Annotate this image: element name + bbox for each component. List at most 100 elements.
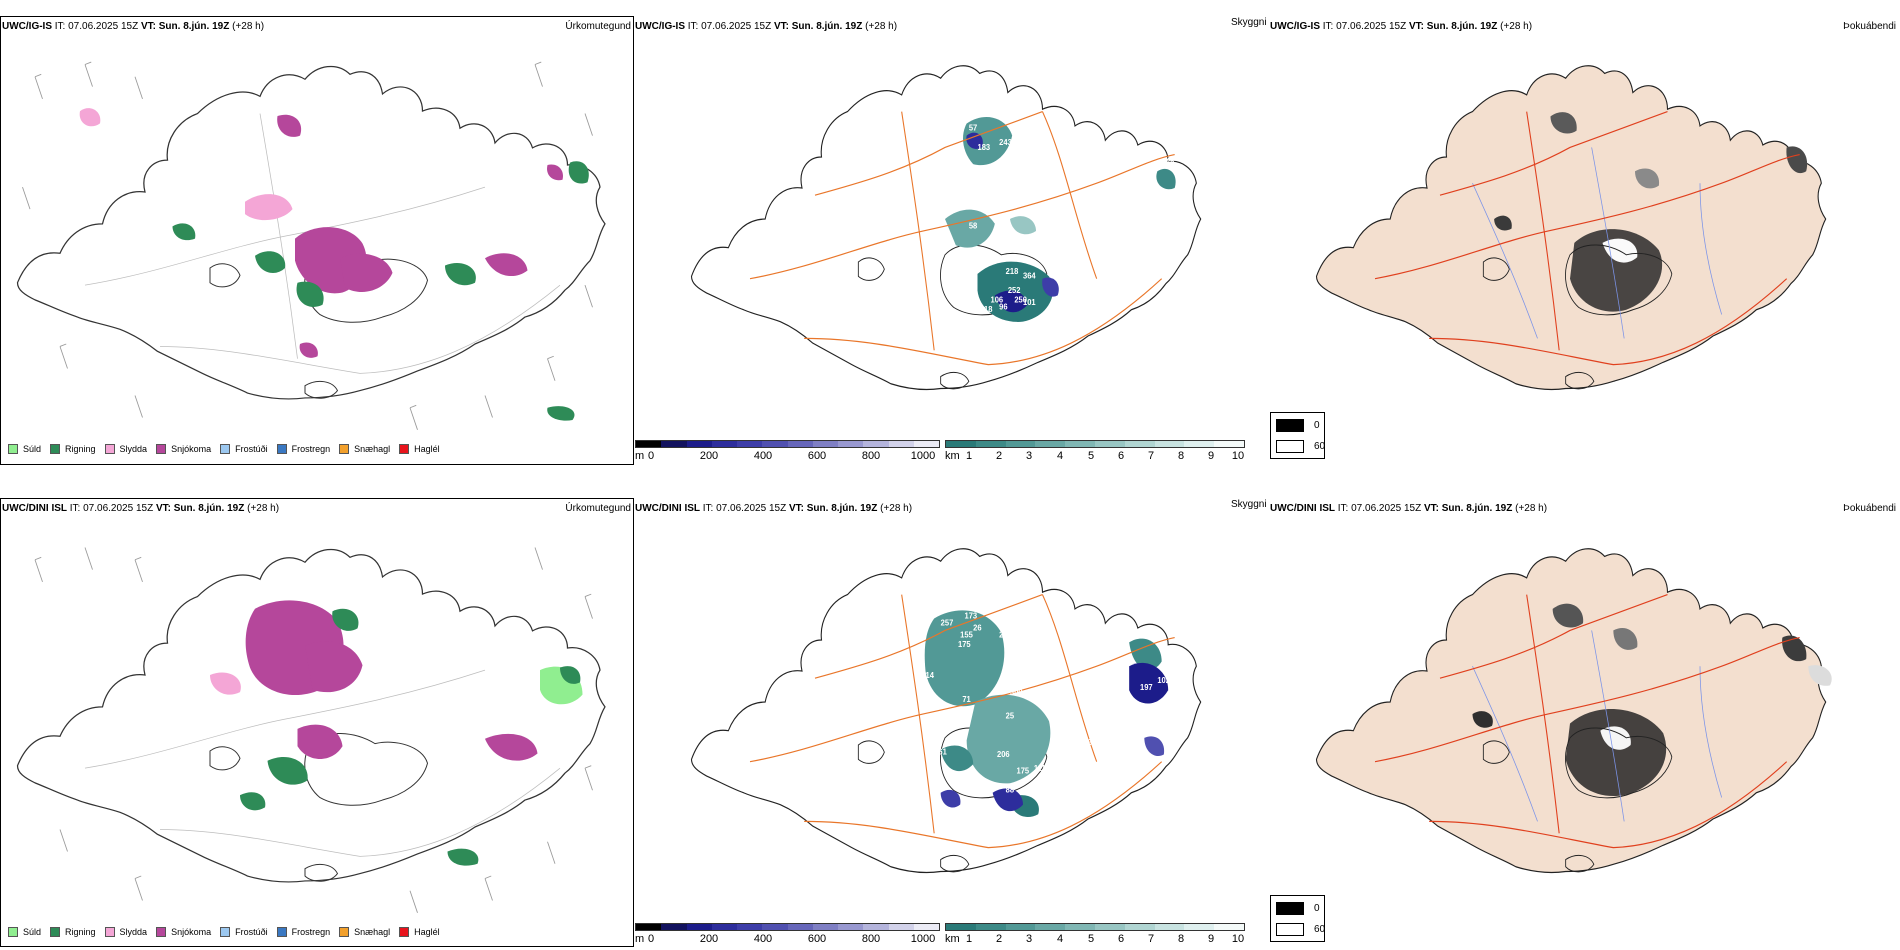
visibility-colorbar — [945, 440, 1245, 448]
legend-item-snaehagl: Snæhagl — [339, 927, 390, 937]
precip-legend: Súld Rigning Slydda Snjókoma Frostúði Fr… — [8, 444, 449, 454]
legend-item-rigning: Rigning — [50, 444, 96, 454]
visibility-tick: 4 — [1056, 933, 1064, 945]
precip-type-panel-top: UWC/IG-IS IT: 07.06.2025 15Z VT: Sun. 8.… — [0, 0, 635, 466]
ceiling-value-label: 23 — [999, 630, 1008, 639]
ceiling-value-label: 218 — [1006, 267, 1019, 276]
ceiling-value-label: 96 — [999, 302, 1008, 311]
ceiling-value-label: 18 — [984, 305, 993, 314]
run-header: UWC/IG-IS IT: 07.06.2025 15Z VT: Sun. 8.… — [1270, 21, 1533, 32]
ceiling-value-label: 32 — [1010, 621, 1019, 630]
iceland-ceiling-map — [690, 548, 1202, 874]
map-title: Úrkomutegund — [565, 21, 631, 32]
ceiling-colorbar — [635, 440, 940, 448]
ceiling-value-label: 57 — [969, 123, 978, 132]
ceiling-value-label: 148 — [1162, 157, 1175, 166]
wind-barbs — [34, 547, 593, 913]
visibility-tick: 9 — [1207, 933, 1215, 945]
ceiling-value-label: 173 — [965, 611, 978, 620]
run-header: UWC/IG-IS IT: 07.06.2025 15Z VT: Sun. 8.… — [2, 21, 265, 32]
ceiling-areas — [966, 132, 1059, 313]
ceiling-value-label: 161 — [934, 747, 947, 756]
iceland-fog-map — [1315, 548, 1832, 874]
legend-item-snjokoma: Snjókoma — [156, 927, 211, 937]
roads — [1374, 111, 1800, 366]
ceiling-value-label: 88 — [1006, 785, 1015, 794]
legend-item-haglel: Haglél — [399, 927, 440, 937]
visibility-tick: 10 — [1231, 450, 1245, 462]
ceiling-areas — [940, 662, 1169, 812]
ceiling-value-label: 257 — [941, 618, 954, 627]
map-title: Úrkomutegund — [565, 503, 631, 514]
legend-item-slydda: Slydda — [104, 444, 147, 454]
ceiling-tick: 1000 — [910, 933, 936, 945]
legend-item-haglel: Haglél — [399, 444, 440, 454]
visibility-tick: 2 — [995, 933, 1003, 945]
ceiling-value-label: 123 — [958, 197, 971, 206]
rivers — [1472, 630, 1723, 822]
legend-item-sudl: Súld — [8, 927, 41, 937]
visibility-tick: 8 — [1177, 450, 1185, 462]
ceiling-tick: 800 — [861, 933, 881, 945]
run-header: UWC/DINI ISL IT: 07.06.2025 15Z VT: Sun.… — [2, 503, 280, 514]
legend-item-sudl: Súld — [8, 444, 41, 454]
ceiling-value-label: 89 — [1075, 728, 1084, 737]
ceiling-value-label: 197 — [1140, 683, 1153, 692]
ceiling-value-label: 309 — [1010, 688, 1023, 697]
visibility-tick: 4 — [1056, 450, 1064, 462]
ceiling-tick: 400 — [753, 933, 773, 945]
iceland-precip-map — [16, 547, 606, 913]
roads — [84, 113, 561, 374]
visibility-tick: 5 — [1087, 450, 1095, 462]
precip-areas — [79, 108, 589, 421]
ceiling-value-label: 111 — [1034, 764, 1046, 773]
legend-item-snaehagl: Snæhagl — [339, 444, 390, 454]
visibility-tick: 10 — [1231, 933, 1245, 945]
run-header: UWC/IG-IS IT: 07.06.2025 15Z VT: Sun. 8.… — [635, 21, 898, 32]
ceiling-value-label: 155 — [960, 630, 973, 639]
iceland-precip-map — [16, 61, 606, 430]
ceiling-tick: 1000 — [910, 450, 936, 462]
ceiling-tick: 600 — [807, 933, 827, 945]
ceiling-unit: m — [635, 933, 645, 945]
roads — [749, 111, 1175, 366]
ceiling-visibility-panel-bottom: UWC/DINI ISL IT: 07.06.2025 15Z VT: Sun.… — [635, 483, 1325, 950]
visibility-colorbar — [945, 923, 1245, 931]
ceiling-value-label: 58 — [969, 221, 978, 230]
legend-item-frostudi: Frostúði — [220, 927, 268, 937]
ceiling-value-label: 250 — [1014, 295, 1027, 304]
roads — [84, 669, 561, 857]
visibility-tick: 9 — [1207, 450, 1215, 462]
legend-item-frostudi: Frostúði — [220, 444, 268, 454]
visibility-tick: 6 — [1117, 450, 1125, 462]
legend-item-frostregn: Frostregn — [276, 444, 330, 454]
ceiling-tick: 0 — [647, 933, 655, 945]
visibility-tick: 2 — [995, 450, 1003, 462]
visibility-tick: 7 — [1147, 933, 1155, 945]
ceiling-value-label: 322 — [1017, 671, 1030, 680]
ceiling-tick: 200 — [699, 933, 719, 945]
ceiling-value-label: 175 — [958, 640, 971, 649]
ceiling-value-label: 364 — [1023, 271, 1036, 280]
ceiling-value-label: 174 — [1051, 271, 1064, 280]
visibility-tick: 1 — [965, 450, 973, 462]
visibility-tick: 7 — [1147, 450, 1155, 462]
ceiling-unit: m — [635, 450, 645, 462]
ceiling-tick: 800 — [861, 450, 881, 462]
ceiling-tick: 400 — [753, 450, 773, 462]
ceiling-value-label: 25 — [1006, 711, 1015, 720]
ceiling-value-label: 26 — [973, 623, 982, 632]
visibility-areas — [924, 610, 1162, 817]
precip-legend: Súld Rigning Slydda Snjókoma Frostúði Fr… — [8, 927, 449, 937]
fog-scale-legend: 0 60 — [1270, 412, 1325, 459]
visibility-tick: 1 — [965, 933, 973, 945]
iceland-fog-map — [1315, 65, 1827, 391]
ceiling-value-label: 183 — [978, 142, 991, 151]
legend-item-slydda: Slydda — [104, 927, 147, 937]
fog-panel-bottom: UWC/DINI ISL IT: 07.06.2025 15Z VT: Sun.… — [1270, 483, 1900, 950]
visibility-unit: km — [945, 450, 960, 462]
roads — [749, 594, 1175, 849]
precip-areas — [210, 600, 583, 866]
map-title: Skyggni — [1231, 17, 1267, 28]
